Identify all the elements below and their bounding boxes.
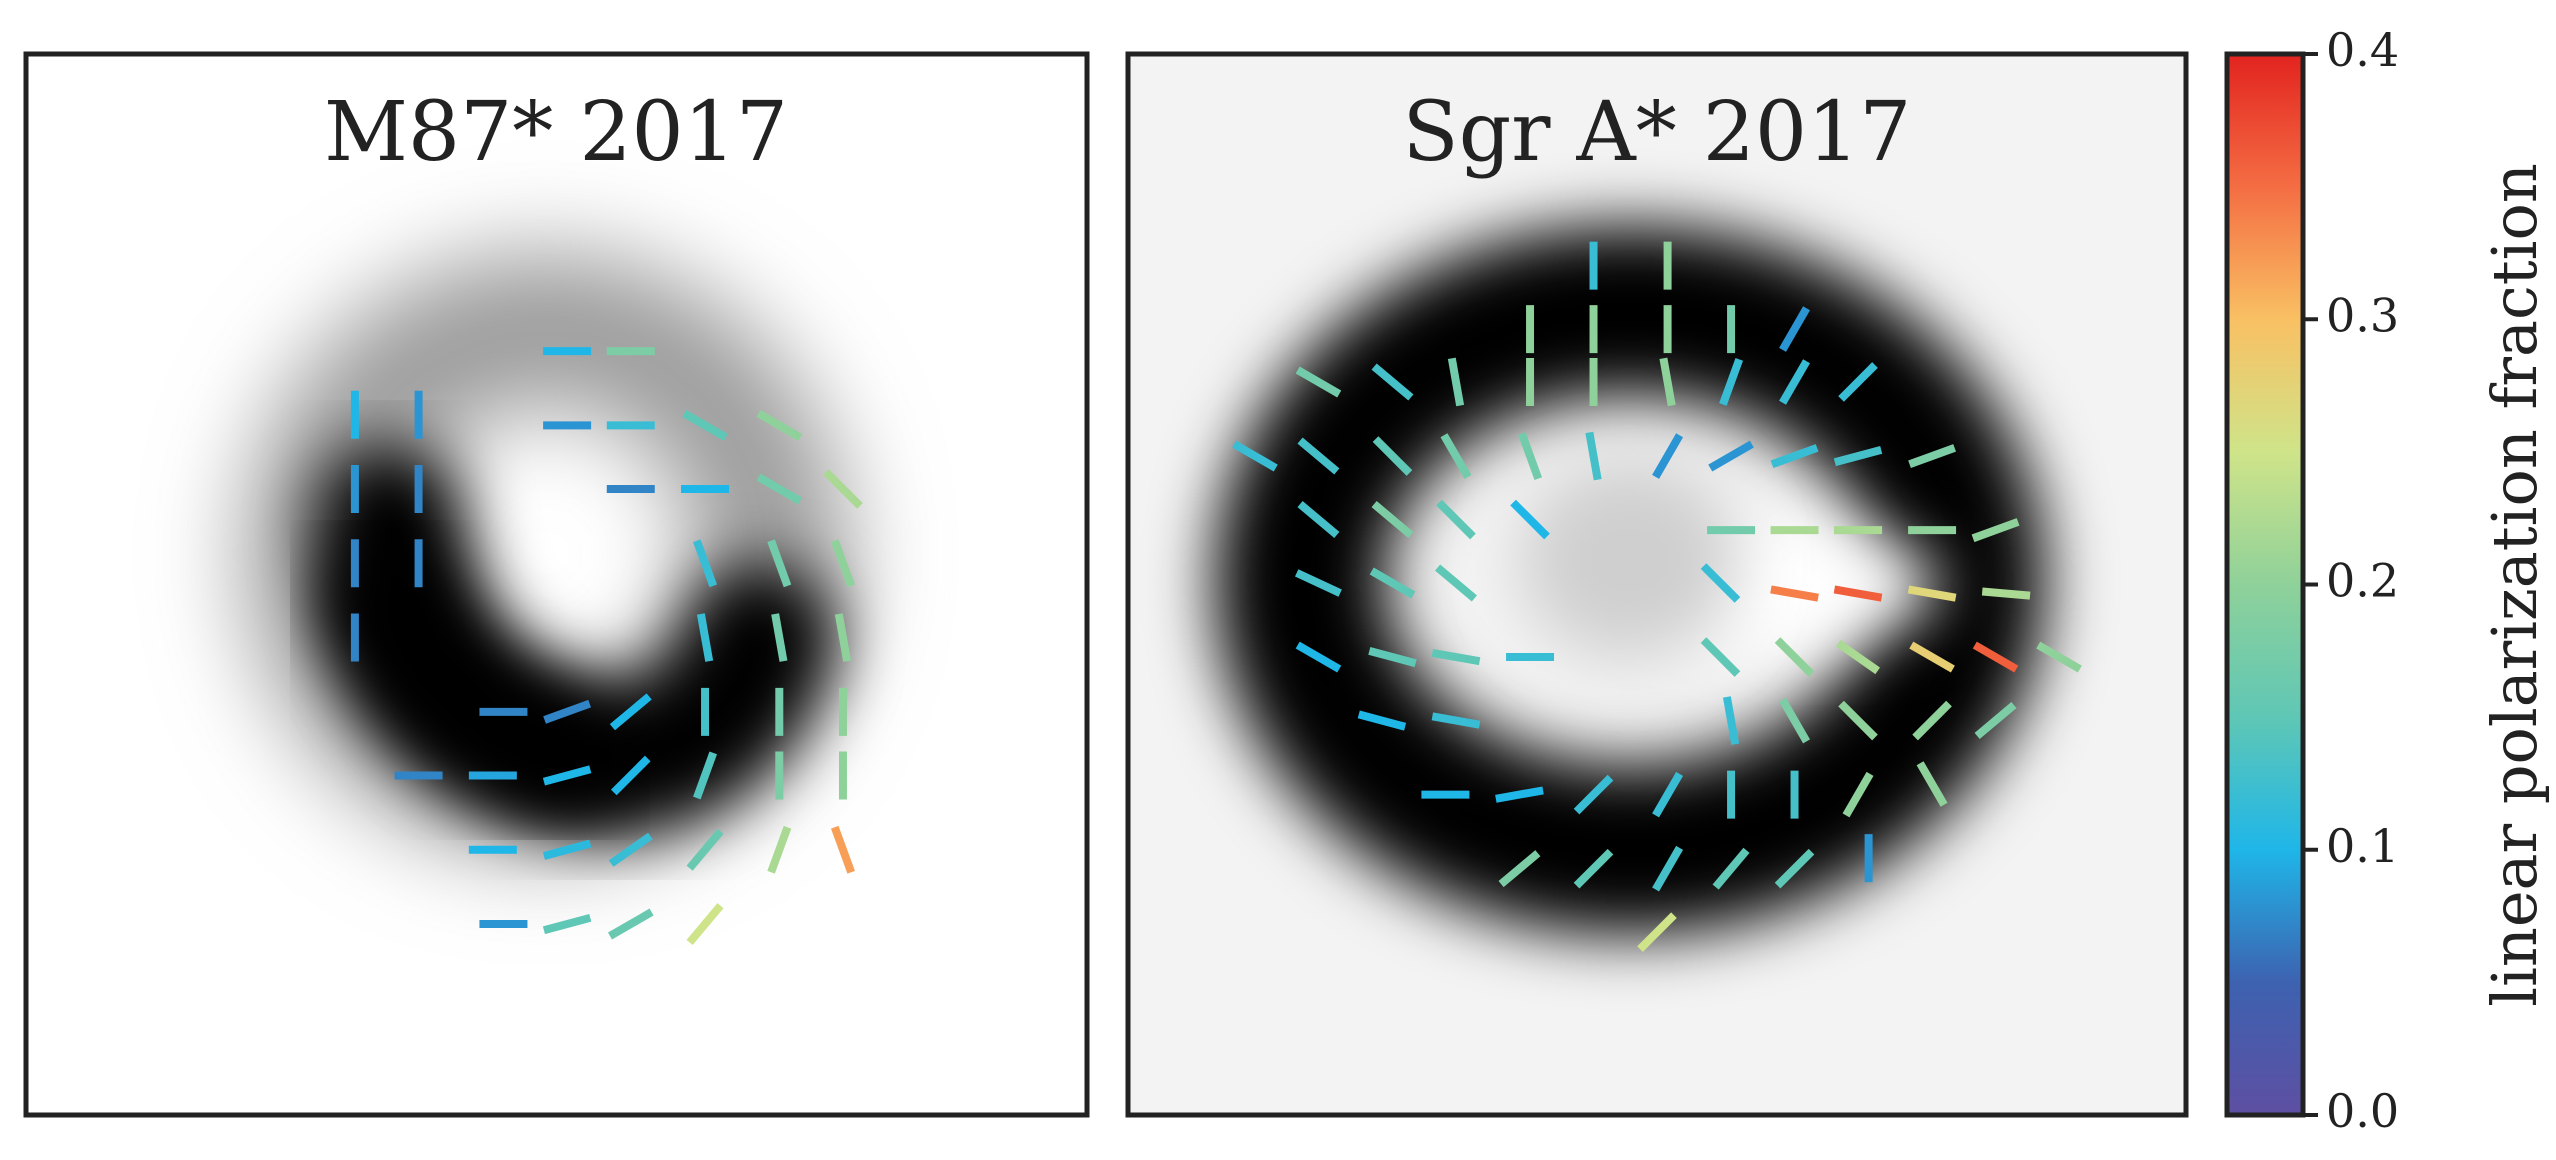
polarization-tick: [1722, 696, 1740, 745]
polarization-tick: [1518, 432, 1543, 480]
polarization-tick: [607, 908, 654, 940]
polarization-tick: [1447, 357, 1465, 407]
polarization-tick: [542, 839, 592, 860]
polarization-tick: [1585, 431, 1602, 481]
polarization-tick: [1909, 641, 1955, 673]
polarization-ticks: [350, 241, 2082, 952]
polarization-tick: [756, 473, 803, 505]
polarization-tick: [609, 693, 652, 731]
polarization-tick: [693, 751, 718, 800]
polarization-tick: [1498, 850, 1541, 888]
polarization-tick: [1659, 357, 1676, 407]
m87-image: [26, 54, 1087, 1115]
polarization-tick: [767, 539, 792, 588]
polarization-tick: [1297, 501, 1340, 539]
polarization-tick: [1294, 569, 1342, 597]
sgra-image: [1128, 54, 2186, 1115]
polarization-tick: [823, 469, 863, 509]
polarization-tick: [831, 825, 855, 874]
polarization-tick: [1368, 646, 1417, 668]
polarization-tick: [1708, 440, 1754, 472]
polarization-tick: [1981, 587, 2031, 600]
panel-frame: [1125, 51, 2189, 1118]
polarization-tick: [1907, 585, 1957, 602]
polarization-tick: [1295, 641, 1342, 673]
colorbar-tick-label: 0.3: [2326, 288, 2399, 342]
colorbar-ticks: 0.0 0.1 0.2 0.3 0.4: [2303, 23, 2399, 1138]
polarization-tick: [1295, 366, 1342, 398]
polarization-tick: [1916, 761, 1948, 807]
polarization-tick: [1779, 697, 1811, 744]
colorbar-tick-label: 0.1: [2326, 819, 2399, 873]
polarization-tick: [608, 832, 653, 867]
polarization-tick: [1971, 518, 2020, 543]
polarization-tick: [1770, 585, 1819, 602]
polarization-tick: [1371, 501, 1414, 539]
polarization-tick: [1700, 637, 1741, 677]
polarization-tick: [1297, 437, 1340, 475]
polarization-tick: [1431, 712, 1481, 729]
polarization-tick: [696, 613, 714, 662]
polarization-tick: [1974, 702, 2017, 740]
polarization-tick: [1912, 700, 1952, 741]
panel-title: Sgr A* 2017: [1403, 85, 1912, 180]
polarization-tick: [1371, 363, 1414, 401]
polarization-tick: [1637, 912, 1677, 952]
polarization-tick: [1779, 306, 1811, 352]
polarization-tick: [771, 613, 788, 662]
panel-title: M87* 2017: [324, 85, 788, 180]
polarization-tick: [1842, 771, 1874, 818]
polarization-tick: [1431, 648, 1481, 666]
polarization-tick: [1495, 786, 1544, 803]
polarization-tick: [1700, 563, 1741, 603]
colorbar-label: linear polarization fraction: [2478, 163, 2551, 1006]
polarization-tick: [1510, 499, 1550, 540]
polarization-tick: [1573, 774, 1614, 815]
polarization-tick: [1774, 637, 1815, 677]
polarization-tick: [2036, 641, 2082, 673]
polarization-tick: [1369, 567, 1416, 599]
polarization-tick: [1770, 444, 1819, 469]
polarization-tick: [686, 903, 724, 945]
polarization-tick: [682, 409, 728, 441]
colorbar-tick-label: 0.4: [2326, 23, 2399, 77]
polarization-tick: [543, 699, 592, 724]
polarization-tick: [1833, 585, 1883, 602]
polarization-tick: [834, 613, 852, 662]
polarization-tick: [1652, 845, 1684, 892]
polarization-tick: [1435, 564, 1477, 602]
polarization-tick: [693, 539, 718, 588]
polarization-tick: [1972, 641, 2019, 673]
polarization-tick: [1719, 358, 1744, 406]
polarization-tick: [1838, 362, 1878, 402]
polarization-tick: [1908, 444, 1957, 469]
polarization-tick: [542, 913, 592, 935]
colorbar: [2227, 54, 2303, 1115]
polarization-tick: [1712, 847, 1750, 890]
polarization-tick: [767, 825, 792, 874]
polarization-tick: [831, 539, 855, 588]
polarization-tick: [1833, 445, 1883, 467]
polarization-tick: [1357, 710, 1407, 731]
polarization-tick: [686, 828, 724, 871]
polarization-tick: [610, 755, 651, 796]
polarization-tick: [1573, 848, 1614, 889]
polarization-tick: [1774, 848, 1815, 889]
polarization-tick: [542, 765, 592, 786]
colorbar-tick-label: 0.2: [2326, 554, 2399, 608]
polarization-tick: [1652, 433, 1684, 479]
polarization-tick: [1779, 359, 1811, 405]
polarization-tick: [1838, 700, 1878, 741]
polarization-tick: [1440, 433, 1472, 479]
polarization-tick: [1372, 436, 1413, 476]
polarization-tick: [1232, 440, 1278, 472]
polarization-tick: [1652, 771, 1684, 818]
polarization-tick: [756, 409, 803, 441]
colorbar-tick-label: 0.0: [2326, 1084, 2399, 1138]
polarization-tick: [1436, 499, 1476, 540]
polarization-tick: [1836, 640, 1880, 675]
panel-frame: [23, 51, 1090, 1118]
